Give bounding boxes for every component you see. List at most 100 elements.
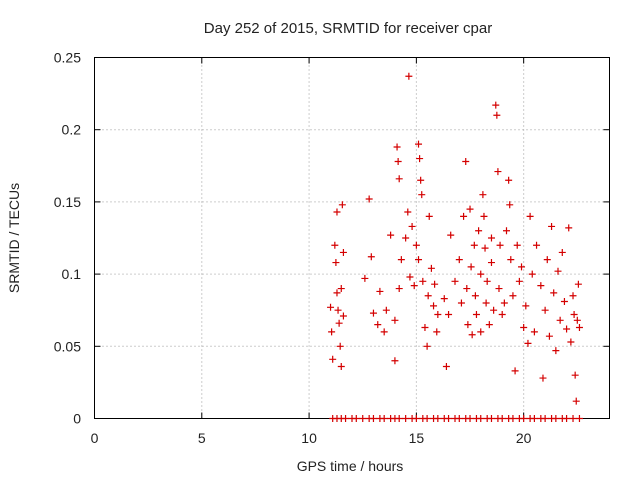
data-point [415, 140, 423, 148]
data-point [395, 285, 403, 293]
data-point [462, 157, 470, 165]
data-point [570, 311, 578, 319]
data-point [466, 415, 474, 422]
data-point [424, 292, 432, 300]
data-point [421, 324, 429, 332]
data-point [530, 328, 538, 336]
data-point [574, 280, 582, 288]
data-point [339, 312, 347, 320]
x-tick-label: 15 [409, 430, 425, 446]
data-point [477, 270, 485, 278]
data-point [387, 231, 395, 239]
data-point [359, 415, 367, 422]
data-point [575, 324, 583, 332]
data-point [470, 241, 478, 249]
data-point [336, 342, 344, 350]
data-point [487, 234, 495, 242]
data-point [430, 302, 438, 310]
data-point [455, 256, 463, 264]
data-point [423, 415, 431, 422]
data-point [530, 415, 538, 422]
data-point [479, 191, 487, 199]
data-point [442, 363, 450, 371]
data-point [333, 289, 341, 297]
data-point [506, 201, 514, 209]
data-point [550, 289, 558, 297]
data-point [485, 321, 493, 329]
data-point [425, 212, 433, 220]
data-point [513, 241, 521, 249]
data-point [498, 415, 506, 422]
y-tick-label: 0.2 [62, 122, 82, 138]
data-point [565, 224, 573, 232]
data-point [490, 306, 498, 314]
data-point [556, 316, 564, 324]
data-point [520, 324, 528, 332]
data-point [471, 292, 479, 300]
data-point [480, 212, 488, 220]
data-point [361, 274, 369, 282]
data-point [543, 256, 551, 264]
data-point [335, 319, 343, 327]
data-point [487, 415, 495, 422]
data-point [483, 277, 491, 285]
data-point [369, 309, 377, 317]
data-point [418, 191, 426, 199]
data-point [408, 222, 416, 230]
data-point [509, 292, 517, 300]
data-point [481, 244, 489, 252]
data-point [518, 263, 526, 271]
data-point [560, 298, 568, 306]
data-point [395, 415, 403, 422]
data-point [416, 155, 424, 163]
data-point [445, 415, 453, 422]
data-point [338, 201, 346, 209]
x-tick-label: 20 [516, 430, 532, 446]
data-point [522, 302, 530, 310]
data-point [558, 248, 566, 256]
data-point [563, 325, 571, 333]
data-point [447, 231, 455, 239]
data-point [567, 338, 575, 346]
data-point [528, 270, 536, 278]
data-point [460, 212, 468, 220]
data-point [468, 331, 476, 339]
data-point [440, 295, 448, 303]
data-point [457, 299, 465, 307]
data-point [524, 339, 532, 347]
data-point [492, 101, 500, 109]
x-axis-label: GPS time / hours [297, 458, 404, 474]
data-point [507, 256, 515, 264]
data-point [391, 357, 399, 365]
data-point [376, 287, 384, 295]
data-point [434, 415, 442, 422]
data-point [427, 264, 435, 272]
data-point [494, 168, 502, 176]
data-point [467, 263, 475, 271]
data-point [466, 205, 474, 213]
data-point [334, 306, 342, 314]
data-point [393, 143, 401, 151]
data-point [382, 306, 390, 314]
data-point [402, 234, 410, 242]
data-point [423, 342, 431, 350]
data-point [552, 415, 560, 422]
data-point [487, 259, 495, 267]
data-point [472, 311, 480, 319]
data-point [482, 299, 490, 307]
data-point [503, 227, 510, 235]
axis-ticks [94, 57, 610, 419]
data-point [337, 363, 345, 371]
data-point [515, 277, 523, 285]
y-tick-label: 0.15 [54, 194, 81, 210]
y-tick-label: 0.1 [62, 266, 82, 282]
data-point [395, 175, 403, 183]
data-point [365, 195, 373, 203]
y-tick-labels: 0 0.05 0.1 0.15 0.2 0.25 [54, 50, 81, 427]
data-point [572, 397, 580, 405]
x-tick-label: 10 [301, 430, 317, 446]
y-tick-label: 0.05 [54, 338, 81, 354]
data-point [405, 72, 413, 80]
data-point [391, 316, 399, 324]
